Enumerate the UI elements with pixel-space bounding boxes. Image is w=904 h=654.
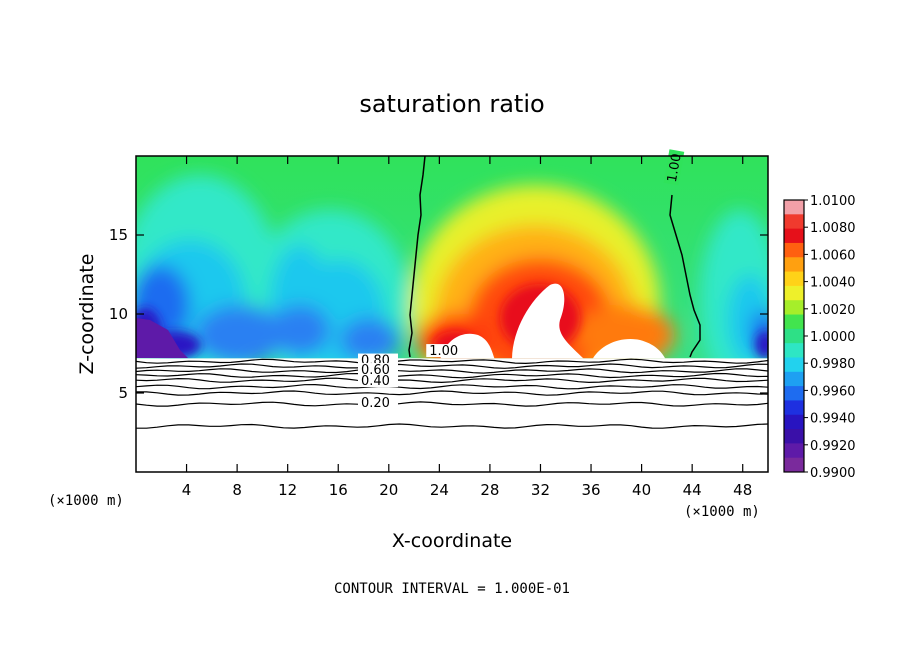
contour-label-text: 1.00 xyxy=(429,344,458,359)
contour-line xyxy=(408,156,426,358)
field-blob xyxy=(270,305,330,355)
contour-label-text: 0.40 xyxy=(361,374,390,389)
colorbar-band xyxy=(784,343,804,358)
contour-label: 1.00 xyxy=(426,344,467,359)
contour-level-line xyxy=(136,363,768,369)
contour-level-line xyxy=(136,401,768,407)
y-axis: 5 10 15 xyxy=(109,226,768,402)
contour-level-line xyxy=(136,390,768,396)
contour-level-line xyxy=(136,423,768,429)
x-tick-label: 4 xyxy=(182,481,192,499)
colorbar-band xyxy=(784,328,804,344)
contour-labels: 1.001.000.800.600.400.20 xyxy=(357,149,685,411)
colorbar-band xyxy=(784,300,804,316)
contour-levels xyxy=(136,358,768,429)
contour-label: 0.20 xyxy=(357,396,398,411)
colorbar-band xyxy=(784,414,804,430)
contour-label-text: 0.20 xyxy=(361,396,390,411)
x-axis-title: X-coordinate xyxy=(392,530,512,552)
colorbar-band xyxy=(784,271,804,287)
colorbar-band xyxy=(784,314,804,330)
contour-label-bg xyxy=(357,396,398,410)
colorbar-label: 0.9960 xyxy=(810,384,856,399)
x-tick-label: 44 xyxy=(683,481,702,499)
field-blob xyxy=(195,305,285,359)
y-tick-label: 10 xyxy=(109,305,128,323)
colorbar-label: 0.9900 xyxy=(810,466,856,481)
x-unit-left: (×1000 m) xyxy=(48,493,124,509)
x-tick-label: 32 xyxy=(531,481,550,499)
colorbar-label: 0.9940 xyxy=(810,412,856,427)
colorbar-band xyxy=(784,242,804,258)
colorbar-band xyxy=(784,371,804,387)
contour-interval-note: CONTOUR INTERVAL = 1.000E-01 xyxy=(334,581,570,597)
y-axis-title: Z-coordinate xyxy=(76,254,98,375)
x-tick-label: 36 xyxy=(581,481,600,499)
chart-title: saturation ratio xyxy=(359,90,544,118)
contour-label-bg xyxy=(357,374,398,388)
colorbar-band xyxy=(784,429,804,444)
contour-level-line xyxy=(136,368,768,374)
colorbar-label: 0.9920 xyxy=(810,439,856,454)
y-tick-label: 15 xyxy=(109,226,128,244)
x-axis: 4 8 12 16 20 24 28 32 36 40 44 48 xyxy=(182,156,752,499)
colorbar-label: 1.0000 xyxy=(810,330,856,345)
colorbar-label: 1.0060 xyxy=(810,248,856,263)
x-tick-label: 16 xyxy=(329,481,348,499)
contour-label-text: 1.00 xyxy=(665,152,685,183)
field-edge xyxy=(136,318,188,358)
x-tick-label: 20 xyxy=(379,481,398,499)
x-tick-label: 48 xyxy=(733,481,752,499)
x-tick-label: 12 xyxy=(278,481,297,499)
contour-level-line xyxy=(136,358,768,365)
x-tick-label: 8 xyxy=(232,481,242,499)
colorbar-band xyxy=(784,257,804,273)
contour-line xyxy=(669,194,701,358)
colorbar-band xyxy=(784,400,804,416)
colorbar-band xyxy=(784,214,804,230)
contour-label-bg xyxy=(663,149,685,186)
supersat-region xyxy=(593,339,666,359)
contour-level-line xyxy=(136,383,768,390)
field-blob xyxy=(340,318,400,359)
saturation-field xyxy=(136,156,768,359)
colorbar-band xyxy=(784,200,804,215)
contour-label: 1.00 xyxy=(663,149,685,186)
colorbar-band xyxy=(784,443,804,459)
colorbar-band xyxy=(784,357,804,373)
colorbar: 1.0100 1.0080 1.0060 1.0040 1.0020 1.0000 0.99… xyxy=(783,194,856,481)
colorbar-band xyxy=(784,386,804,401)
x-tick-label: 24 xyxy=(430,481,449,499)
colorbar-label: 1.0020 xyxy=(810,303,856,318)
contour-level-line xyxy=(136,372,768,379)
y-tick-label: 5 xyxy=(118,384,128,402)
contour-label-bg xyxy=(357,363,398,377)
contour-label-bg xyxy=(426,344,467,358)
colorbar-band xyxy=(784,285,804,301)
x-tick-label: 28 xyxy=(480,481,499,499)
x-tick-label: 40 xyxy=(632,481,651,499)
contour-level-line xyxy=(136,377,768,384)
field-blob xyxy=(755,331,768,359)
supersat-region xyxy=(512,283,584,359)
plot-area: 1.001.000.800.600.400.20 xyxy=(136,149,768,472)
colorbar-label: 1.0100 xyxy=(810,194,856,209)
colorbar-band xyxy=(784,457,804,473)
colorbar-label: 0.9980 xyxy=(810,357,856,372)
colorbar-band xyxy=(784,228,804,244)
contour-label: 0.40 xyxy=(357,374,398,389)
colorbar-label: 1.0040 xyxy=(810,276,856,291)
x-unit-right: (×1000 m) xyxy=(684,504,760,520)
colorbar-label: 1.0080 xyxy=(810,221,856,236)
